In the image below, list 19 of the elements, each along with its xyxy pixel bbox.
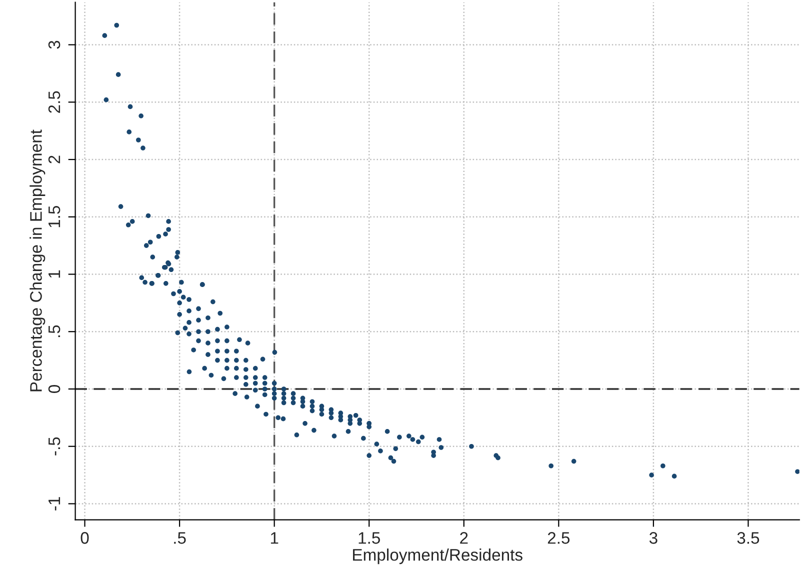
x-tick-label: .5 [174, 532, 186, 544]
y-tick-label: 1 [48, 270, 60, 278]
x-axis-title: Employment/Residents [353, 548, 522, 564]
y-tick-label: .5 [48, 325, 60, 338]
x-tick-label: 3.5 [737, 532, 760, 544]
x-tick-label: 1.5 [358, 532, 380, 544]
x-tick-label: 0 [80, 532, 89, 544]
y-tick-label: -.5 [48, 437, 60, 456]
x-tick-label: 1 [270, 532, 278, 544]
y-tick-label: 2.5 [48, 91, 60, 113]
y-tick-label: 1.5 [48, 206, 60, 228]
y-tick-label: -1 [48, 497, 60, 510]
y-axis-title: Percentage Change in Employment [30, 130, 46, 392]
y-tick-label: 3 [48, 40, 60, 49]
x-tick-label: 2.5 [548, 532, 570, 544]
x-tick-label: 3 [649, 532, 658, 544]
x-tick-label: 2 [460, 532, 468, 544]
y-tick-label: 0 [48, 385, 60, 393]
y-tick-label: 2 [48, 156, 60, 164]
